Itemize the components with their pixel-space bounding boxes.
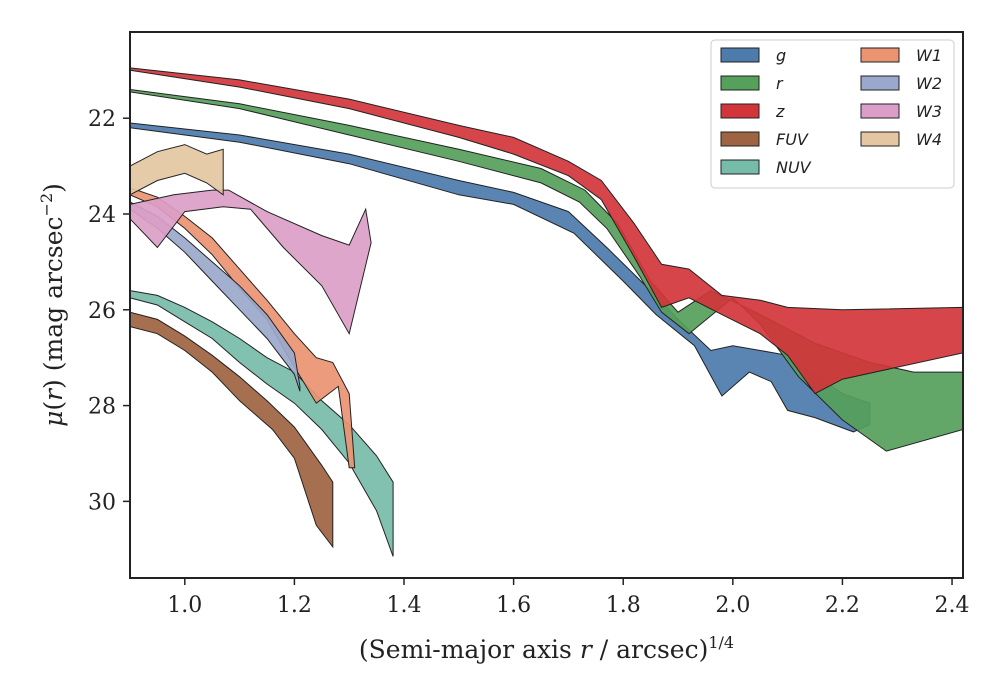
band-z (130, 67, 963, 395)
band-nuv (130, 290, 394, 557)
legend: grz FUV NUV W1 W2 W3 W4 (710, 39, 955, 189)
legend-label-w3: W3 (916, 102, 942, 121)
series-layer (130, 67, 963, 557)
x-tick-label: 1.4 (387, 593, 422, 618)
legend-label-w2: W2 (916, 74, 942, 93)
legend-label-nuv: NUV (776, 158, 812, 177)
x-tick-label: 1.6 (496, 593, 531, 618)
y-tick-label: 30 (88, 490, 116, 515)
ticks-layer: 1.0 1.2 1.4 1.6 1.8 2.0 2.2 2.4 22 24 26 28 30 (88, 107, 970, 618)
y-tick-label: 24 (88, 203, 116, 228)
x-tick-label: 1.2 (277, 593, 312, 618)
y-tick-label: 26 (88, 299, 116, 324)
legend-swatch-g (720, 47, 760, 63)
legend-swatch-w2 (860, 75, 900, 91)
x-tick-label: 2.4 (935, 593, 970, 618)
x-tick-label: 1.8 (606, 593, 641, 618)
y-tick-label: 28 (88, 395, 116, 420)
band-fuv (130, 311, 334, 549)
legend-label-z: z (775, 102, 785, 121)
band-w4 (130, 144, 224, 196)
y-tick-label: 22 (88, 107, 116, 132)
band-w1 (130, 187, 356, 469)
y-axis-label: μ(r) (mag arcsec−2) (37, 183, 68, 427)
legend-swatch-w3 (860, 103, 900, 119)
legend-label-w4: W4 (916, 130, 942, 149)
x-axis-label: (Semi-major axis r / arcsec)1/4 (359, 633, 734, 664)
legend-label-fuv: FUV (776, 130, 809, 149)
legend-label-g: g (776, 46, 786, 65)
legend-swatch-w4 (860, 131, 900, 147)
legend-swatch-w1 (860, 47, 900, 63)
legend-label-r: r (776, 74, 784, 93)
legend-label-w1: W1 (916, 46, 942, 65)
plot-frame (129, 31, 964, 579)
legend-swatch-fuv (720, 131, 760, 147)
band-w3 (130, 189, 372, 336)
legend-swatch-nuv (720, 159, 760, 175)
legend-swatch-r (720, 75, 760, 91)
x-tick-label: 2.0 (715, 593, 750, 618)
band-r (130, 88, 963, 452)
x-tick-label: 1.0 (167, 593, 202, 618)
legend-swatch-z (720, 103, 760, 119)
x-tick-label: 2.2 (825, 593, 860, 618)
